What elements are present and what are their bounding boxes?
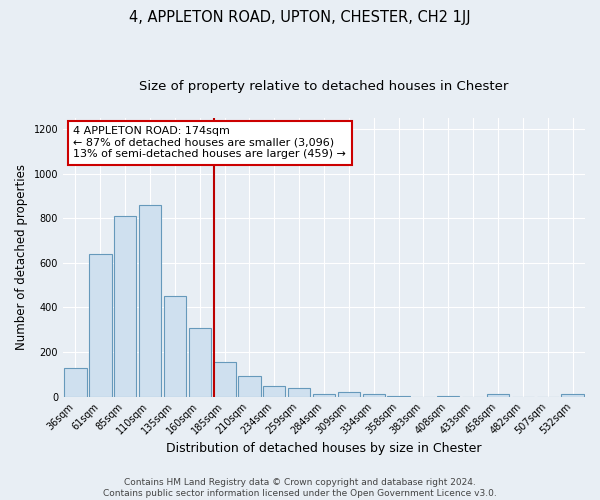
Title: Size of property relative to detached houses in Chester: Size of property relative to detached ho… (139, 80, 509, 93)
Bar (362, 394, 385, 396)
Bar (114, 216, 136, 396)
Text: 4, APPLETON ROAD, UPTON, CHESTER, CH2 1JJ: 4, APPLETON ROAD, UPTON, CHESTER, CH2 1J… (129, 10, 471, 25)
Bar (263, 386, 286, 396)
Bar (64, 368, 86, 396)
Text: 4 APPLETON ROAD: 174sqm
← 87% of detached houses are smaller (3,096)
13% of semi: 4 APPLETON ROAD: 174sqm ← 87% of detache… (73, 126, 346, 160)
Bar (139, 205, 161, 396)
Bar (338, 392, 360, 396)
Bar (238, 376, 260, 396)
Bar (562, 394, 584, 396)
Y-axis label: Number of detached properties: Number of detached properties (15, 164, 28, 350)
Bar (214, 362, 236, 396)
Text: Contains HM Land Registry data © Crown copyright and database right 2024.
Contai: Contains HM Land Registry data © Crown c… (103, 478, 497, 498)
Bar (188, 328, 211, 396)
Bar (487, 394, 509, 396)
Bar (89, 254, 112, 396)
X-axis label: Distribution of detached houses by size in Chester: Distribution of detached houses by size … (166, 442, 482, 455)
Bar (288, 388, 310, 396)
Bar (313, 394, 335, 396)
Bar (164, 296, 186, 396)
